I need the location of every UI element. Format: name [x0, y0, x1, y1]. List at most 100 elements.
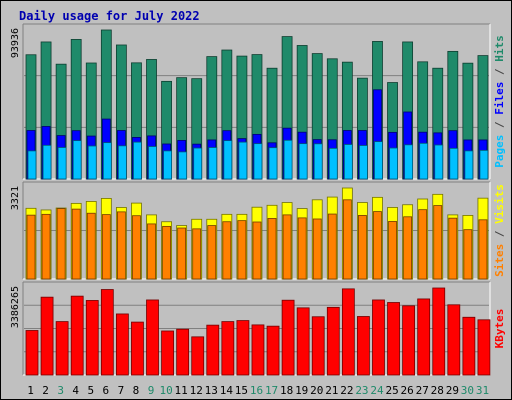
x-tick-label-21: 21 — [325, 384, 338, 397]
bar-kbytes-undefined — [161, 330, 174, 376]
bar-kbytes-undefined — [85, 300, 99, 376]
bar-pages-3 — [57, 147, 67, 180]
x-tick-label-31: 31 — [476, 384, 489, 397]
bar-pages-31 — [479, 149, 489, 180]
bar-pages-1 — [27, 150, 37, 180]
bar-kbytes-undefined — [131, 321, 144, 376]
bar-sites-undefined — [388, 221, 397, 280]
x-tick-label-29: 29 — [446, 384, 459, 397]
bar-kbytes-undefined — [462, 316, 476, 376]
ymax-label: 3321 — [10, 186, 21, 210]
bar-kbytes-undefined — [326, 306, 340, 376]
bar-sites-undefined — [192, 228, 202, 280]
bar-kbytes-undefined — [402, 305, 416, 376]
bar-pages-27 — [419, 142, 429, 180]
ymax-label: 93936 — [10, 28, 21, 58]
bar-kbytes-undefined — [251, 324, 265, 376]
bar-kbytes-undefined — [206, 324, 220, 376]
bar-pages-4 — [72, 140, 82, 180]
bar-pages-18 — [283, 139, 293, 180]
x-tick-label-14: 14 — [220, 384, 234, 397]
bar-kbytes-undefined — [176, 328, 190, 376]
bar-sites-undefined — [358, 215, 367, 280]
bar-sites-undefined — [207, 225, 217, 280]
bar-sites-undefined — [297, 217, 307, 280]
x-tick-label-25: 25 — [385, 384, 398, 397]
bar-kbytes-undefined — [115, 313, 129, 376]
x-tick-label-4: 4 — [72, 384, 79, 397]
bar-kbytes-undefined — [236, 320, 250, 376]
series-label: Pages / Files / Hits — [493, 35, 506, 168]
bar-pages-9 — [148, 146, 157, 180]
bar-pages-19 — [298, 143, 308, 180]
bar-kbytes-undefined — [221, 321, 235, 376]
chart-title: Daily usage for July 2022 — [19, 9, 200, 23]
series-label-part: Sites — [493, 244, 506, 277]
bar-sites-undefined — [56, 208, 66, 280]
bar-kbytes-undefined — [296, 307, 310, 376]
x-tick-label-22: 22 — [340, 384, 353, 397]
bar-kbytes-undefined — [191, 336, 205, 376]
bar-sites-undefined — [373, 211, 382, 280]
bar-sites-undefined — [433, 205, 443, 280]
bar-pages-5 — [87, 145, 97, 180]
bar-sites-undefined — [403, 216, 413, 280]
bar-pages-11 — [178, 151, 188, 180]
bar-pages-13 — [208, 147, 218, 180]
x-tick-label-26: 26 — [401, 384, 414, 397]
bar-sites-undefined — [418, 209, 428, 280]
bar-pages-2 — [42, 144, 52, 180]
x-tick-label-28: 28 — [431, 384, 444, 397]
bar-pages-24 — [374, 141, 383, 180]
bar-sites-undefined — [312, 218, 322, 280]
x-tick-label-18: 18 — [280, 384, 293, 397]
x-tick-label-5: 5 — [87, 384, 94, 397]
series-label-part: Visits — [493, 184, 506, 224]
bar-sites-undefined — [252, 221, 262, 280]
bar-pages-6 — [102, 142, 112, 180]
bar-sites-undefined — [71, 208, 81, 280]
bar-kbytes-undefined — [266, 325, 280, 376]
bar-kbytes-undefined — [40, 296, 54, 376]
bar-pages-23 — [359, 145, 368, 180]
bar-sites-undefined — [86, 212, 96, 280]
bar-pages-20 — [313, 143, 323, 180]
series-label: Sites / Visits — [493, 184, 506, 277]
bar-pages-21 — [328, 147, 338, 180]
bar-sites-undefined — [116, 211, 126, 280]
bar-sites-undefined — [282, 214, 292, 280]
x-tick-label-24: 24 — [370, 384, 384, 397]
bar-kbytes-undefined — [417, 298, 431, 376]
bar-kbytes-undefined — [372, 299, 385, 376]
bar-kbytes-undefined — [432, 287, 446, 376]
x-tick-label-16: 16 — [250, 384, 263, 397]
bar-kbytes-undefined — [55, 321, 69, 376]
bar-kbytes-undefined — [357, 316, 370, 376]
bar-kbytes-undefined — [281, 299, 295, 376]
ymax-label: 3386265 — [10, 286, 21, 328]
bar-sites-undefined — [463, 229, 473, 280]
x-tick-label-10: 10 — [159, 384, 172, 397]
bar-pages-12 — [193, 147, 203, 180]
bar-kbytes-undefined — [387, 302, 400, 376]
x-tick-label-1: 1 — [27, 384, 34, 397]
series-label-part: Files — [493, 82, 506, 115]
x-tick-label-17: 17 — [265, 384, 278, 397]
series-label-part: / — [493, 115, 506, 135]
bar-kbytes-undefined — [447, 304, 461, 376]
bar-kbytes-undefined — [146, 299, 159, 376]
series-label-part: KBytes — [493, 309, 506, 349]
x-tick-label-30: 30 — [461, 384, 474, 397]
bar-kbytes-undefined — [100, 289, 114, 376]
x-tick-label-8: 8 — [133, 384, 140, 397]
bar-sites-undefined — [267, 218, 277, 280]
bar-pages-25 — [389, 147, 398, 180]
x-tick-label-20: 20 — [310, 384, 323, 397]
bar-pages-28 — [434, 144, 444, 180]
series-label-part: Hits — [493, 35, 506, 62]
bar-sites-undefined — [177, 227, 187, 280]
bar-pages-30 — [464, 150, 474, 180]
bar-sites-undefined — [478, 219, 488, 280]
